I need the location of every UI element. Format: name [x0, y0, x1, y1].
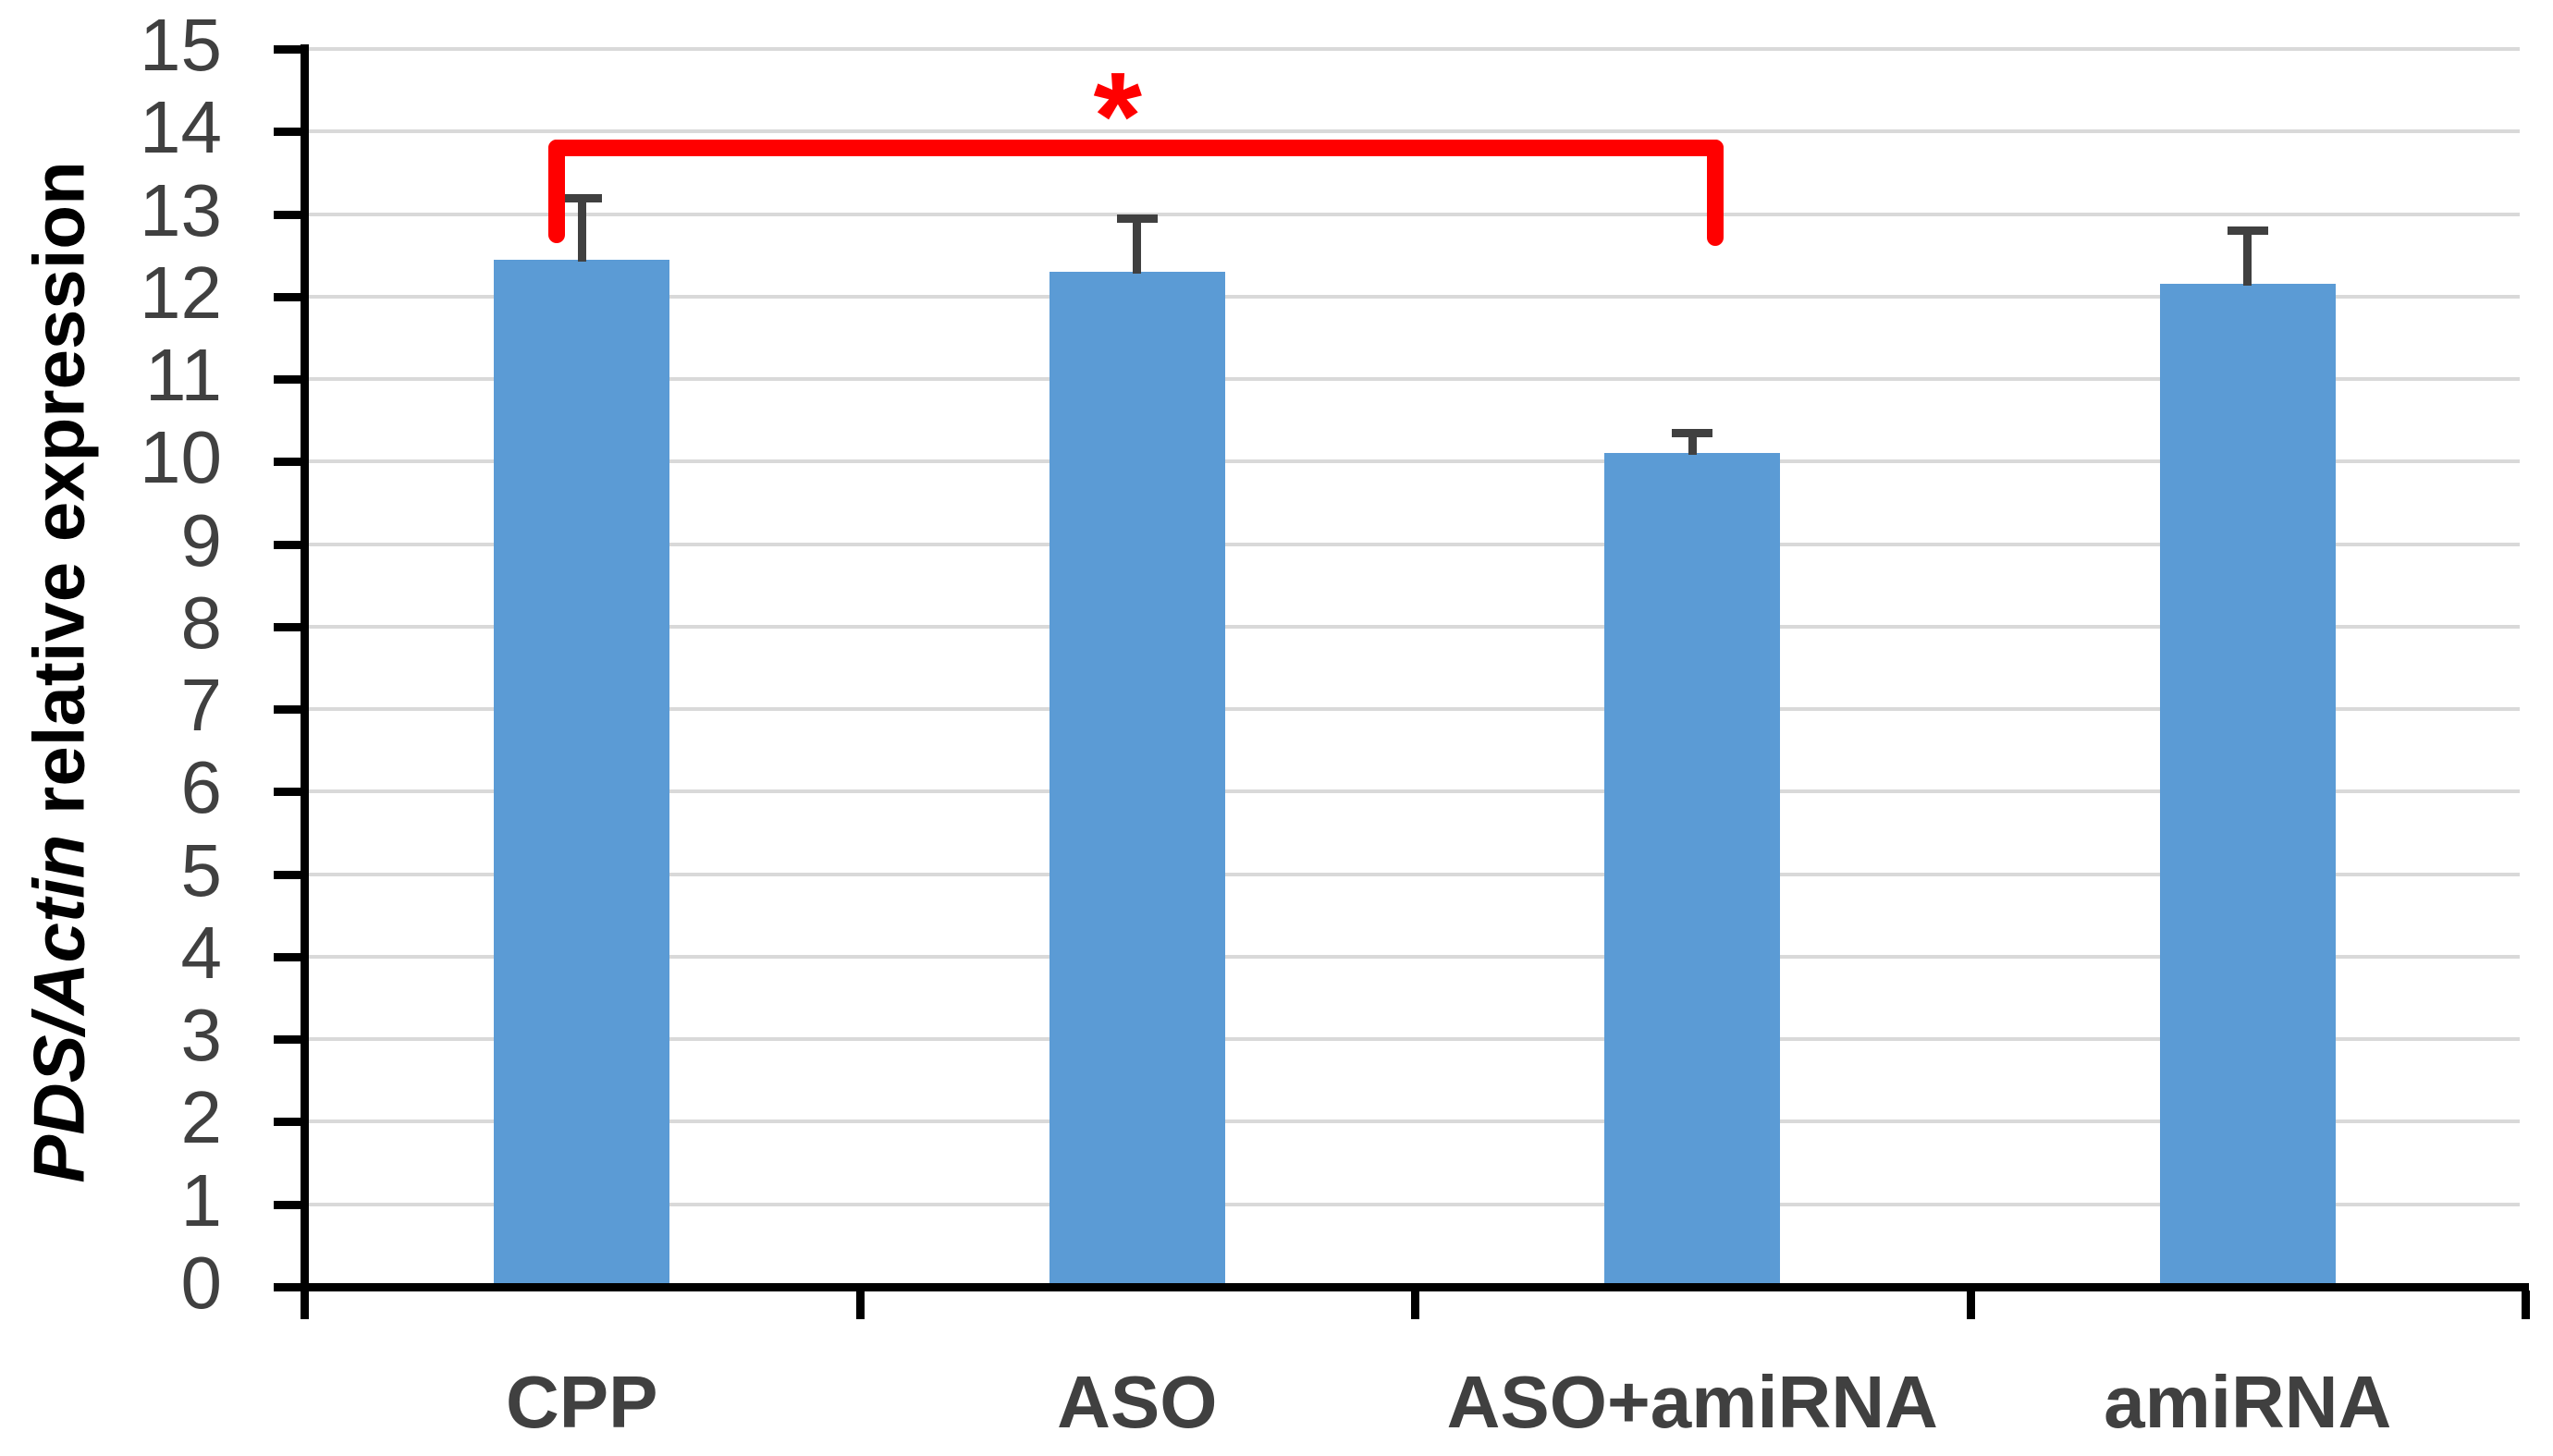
gridline-4: [304, 954, 2520, 959]
y-tick-15: [274, 45, 301, 54]
x-axis-label-aso: ASO: [1057, 1361, 1218, 1443]
error-bar-cap-aso-amirna: [1672, 429, 1713, 438]
y-tick-label-15: 15: [140, 4, 222, 86]
y-tick-13: [274, 210, 301, 219]
gridline-5: [304, 872, 2520, 876]
y-tick-label-12: 12: [140, 251, 222, 334]
gridline-7: [304, 707, 2520, 712]
error-bar-aso: [1133, 217, 1142, 274]
error-bar-cap-cpp: [561, 193, 603, 202]
y-tick-label-3: 3: [180, 994, 223, 1077]
gridline-3: [304, 1037, 2520, 1042]
y-tick-2: [274, 1118, 301, 1127]
x-boundary-tick-4: [2522, 1291, 2530, 1319]
y-tick-label-10: 10: [140, 416, 222, 499]
y-tick-label-1: 1: [180, 1158, 223, 1242]
y-tick-4: [274, 952, 301, 961]
y-axis-line: [301, 44, 309, 1291]
error-bar-cap-aso: [1116, 214, 1158, 223]
significance-asterisk: *: [1093, 46, 1143, 186]
y-tick-7: [274, 705, 301, 715]
x-axis-line: [301, 1283, 2529, 1291]
x-boundary-tick-0: [301, 1291, 309, 1319]
x-boundary-tick-2: [1411, 1291, 1419, 1319]
y-tick-11: [274, 375, 301, 385]
x-axis-label-cpp: CPP: [506, 1361, 658, 1443]
gridline-8: [304, 624, 2520, 629]
gridline-6: [304, 789, 2520, 794]
bar-cpp: [494, 259, 670, 1287]
gridline-1: [304, 1202, 2520, 1206]
gridline-12: [304, 294, 2520, 299]
bar-aso: [1049, 272, 1225, 1287]
x-boundary-tick-1: [855, 1291, 865, 1319]
y-tick-3: [274, 1035, 301, 1045]
error-bar-cap-amirna: [2227, 226, 2268, 236]
y-tick-label-9: 9: [180, 498, 223, 581]
y-tick-label-11: 11: [144, 334, 222, 417]
bar-aso-amirna: [1604, 453, 1781, 1287]
error-bar-aso-amirna: [1688, 433, 1697, 456]
x-axis-label-aso-amirna: ASO+amiRNA: [1446, 1361, 1938, 1443]
gridline-2: [304, 1120, 2520, 1124]
y-tick-1: [274, 1200, 301, 1209]
y-tick-label-14: 14: [140, 86, 222, 169]
y-tick-label-5: 5: [180, 828, 223, 912]
gridline-9: [304, 542, 2520, 546]
bar-amirna: [2159, 284, 2336, 1287]
y-tick-label-13: 13: [140, 168, 222, 251]
significance-bracket-right-leg: [1707, 140, 1725, 246]
x-axis-label-amirna: amiRNA: [2104, 1361, 2392, 1443]
significance-bracket-bar: [548, 140, 1725, 157]
y-tick-8: [274, 622, 301, 631]
y-tick-6: [274, 788, 301, 797]
y-tick-label-7: 7: [180, 664, 223, 747]
gridline-15: [304, 47, 2520, 51]
gridline-10: [304, 459, 2520, 464]
y-tick-9: [274, 540, 301, 549]
y-tick-label-8: 8: [180, 581, 223, 664]
gridline-13: [304, 212, 2520, 216]
y-tick-0: [274, 1283, 301, 1291]
y-tick-label-0: 0: [180, 1242, 223, 1324]
y-tick-12: [274, 292, 301, 301]
y-tick-10: [274, 458, 301, 467]
x-boundary-tick-3: [1966, 1291, 1975, 1319]
gridline-14: [304, 129, 2520, 134]
error-bar-cpp: [577, 197, 586, 262]
significance-bracket-left-leg: [548, 140, 566, 243]
y-tick-5: [274, 870, 301, 879]
gridline-11: [304, 377, 2520, 382]
error-bar-amirna: [2243, 230, 2252, 287]
y-tick-label-4: 4: [180, 911, 223, 994]
y-tick-label-6: 6: [180, 746, 223, 829]
y-tick-14: [274, 128, 301, 137]
y-tick-label-2: 2: [180, 1076, 223, 1159]
